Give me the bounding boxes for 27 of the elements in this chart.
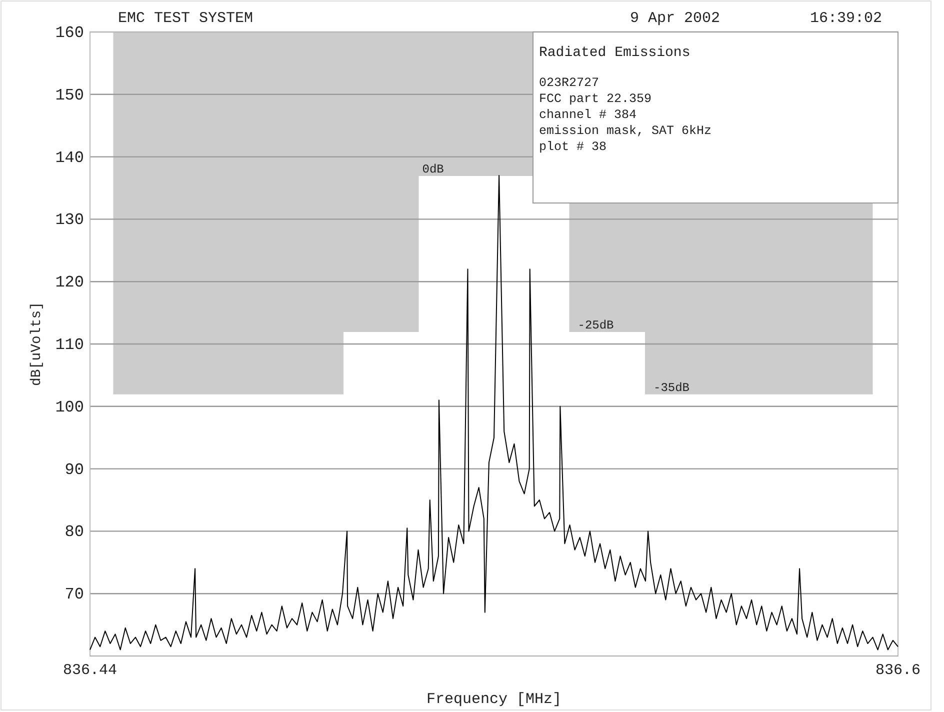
annotation: -25dB [578, 318, 614, 333]
y-tick-label: 160 [55, 24, 84, 42]
y-tick-label: 70 [64, 586, 84, 604]
annotation: emission mask, SAT 6kHz [539, 124, 712, 138]
y-tick-label: 120 [55, 274, 84, 292]
annotation: 0dB [422, 162, 444, 177]
annotation: FCC part 22.359 [539, 92, 652, 106]
y-tick-label: 90 [64, 460, 84, 479]
annotation: 023R2727 [539, 76, 600, 90]
line-series [90, 175, 898, 650]
annotation: -35dB [654, 380, 690, 395]
annotation: channel # 384 [539, 108, 637, 122]
text: 9 Apr 2002 [630, 10, 720, 27]
x-tick-label: 836.6 [875, 662, 921, 679]
x-axis-title: Frequency [MHz] [426, 691, 562, 708]
annotation: Radiated Emissions [539, 45, 690, 61]
x-tick-label: 836.44 [62, 662, 118, 679]
y-tick-label: 100 [55, 398, 84, 416]
y-tick-label: 80 [64, 523, 84, 542]
y-axis-title: dB[uVolts] [29, 302, 45, 386]
y-tick-label: 150 [55, 86, 84, 104]
y-tick-label: 110 [55, 336, 84, 354]
y-tick-label: 130 [55, 211, 84, 230]
y-tick-label: 140 [55, 148, 84, 167]
text: 16:39:02 [810, 10, 882, 27]
annotation: plot # 38 [539, 140, 607, 154]
chart-title: EMC TEST SYSTEM [118, 10, 254, 27]
